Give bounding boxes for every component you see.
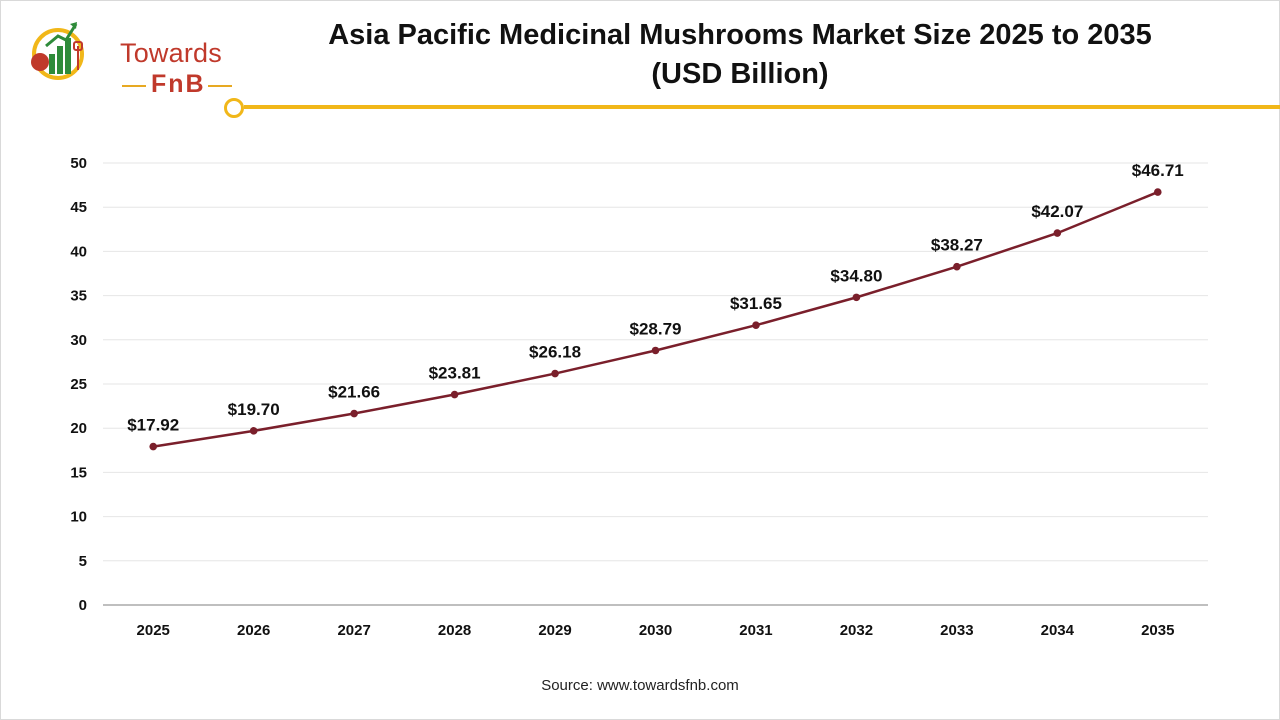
chart-subtitle: (USD Billion) (651, 58, 829, 90)
data-label: $38.27 (931, 236, 983, 255)
y-tick-label: 5 (79, 553, 87, 570)
brand-logo: Towards FnB (24, 16, 232, 98)
logo-text-fnb: FnB (151, 70, 206, 98)
chart-title-block: Asia Pacific Medicinal Mushrooms Market … (300, 16, 1180, 94)
y-tick-label: 50 (70, 155, 87, 172)
data-point (551, 369, 559, 378)
series-line-layer (149, 188, 1162, 451)
data-point (1053, 229, 1062, 237)
x-tick-label: 2034 (1041, 622, 1075, 639)
x-tick-label: 2027 (337, 622, 370, 639)
logo-text-towards: Towards (120, 38, 222, 68)
data-label: $21.66 (328, 383, 380, 402)
data-label: $17.92 (127, 416, 179, 435)
x-tick-label: 2032 (840, 622, 873, 639)
x-tick-label: 2035 (1141, 622, 1174, 639)
data-point (651, 346, 660, 355)
x-tick-label: 2025 (137, 622, 170, 639)
x-tick-label: 2031 (739, 622, 772, 639)
title-rule-line (244, 105, 1280, 109)
x-tick-label: 2033 (940, 622, 973, 639)
x-tick-label: 2026 (237, 622, 270, 639)
y-tick-label: 15 (70, 464, 87, 481)
data-point (450, 390, 459, 399)
data-point (752, 321, 760, 330)
data-point (1153, 188, 1162, 196)
data-label: $42.07 (1031, 202, 1083, 221)
x-tick-label: 2028 (438, 622, 471, 639)
data-point (350, 409, 358, 418)
data-labels: $17.92 $19.70 $21.66 $23.81 $26.18 $28.79 $31.… (127, 161, 1184, 435)
y-tick-label: 35 (70, 288, 87, 305)
logo-dash-right (208, 85, 232, 87)
data-label: $28.79 (630, 319, 682, 338)
title-rule-circle (224, 98, 244, 118)
y-tick-label: 20 (70, 420, 87, 437)
data-label: $31.65 (730, 294, 782, 313)
data-label: $34.80 (830, 266, 882, 285)
logo-emblem-icon (31, 22, 84, 80)
grid-lines (103, 162, 1208, 562)
y-tick-label: 10 (70, 509, 87, 526)
x-tick-label: 2029 (538, 622, 571, 639)
y-tick-label: 0 (79, 597, 87, 614)
logo-dash-left (122, 85, 146, 87)
data-point (852, 293, 861, 302)
y-tick-label: 40 (70, 243, 87, 260)
y-tick-label: 25 (70, 376, 87, 393)
data-point (953, 262, 961, 271)
data-label: $23.81 (429, 364, 481, 383)
y-tick-label: 30 (70, 332, 87, 349)
x-tick-label: 2030 (639, 622, 672, 639)
data-point (149, 442, 158, 451)
chart-title: Asia Pacific Medicinal Mushrooms Market … (328, 19, 1152, 51)
y-tick-label: 45 (70, 199, 87, 216)
data-label: $46.71 (1132, 161, 1184, 180)
source-note: Source: www.towardsfnb.com (541, 677, 739, 694)
data-label: $26.18 (529, 343, 581, 362)
data-label: $19.70 (228, 400, 280, 419)
data-point (249, 427, 258, 435)
